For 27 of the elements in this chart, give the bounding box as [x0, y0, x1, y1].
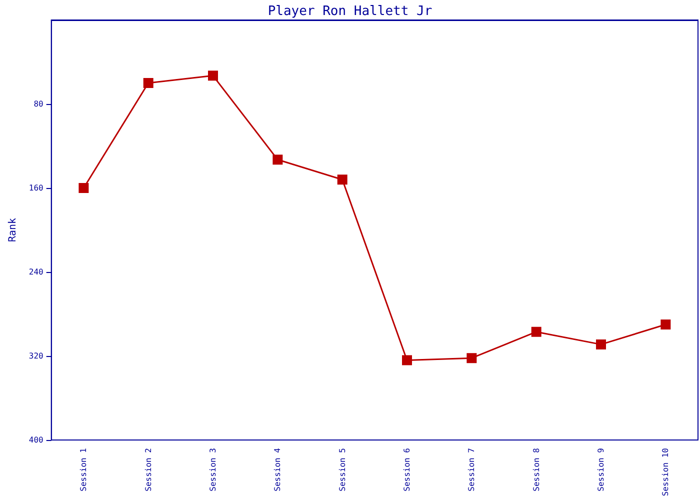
point [208, 70, 218, 81]
point [272, 154, 283, 165]
y-axis-title: Rank [8, 218, 18, 242]
point [143, 78, 154, 88]
y-tick-label: 80 [34, 100, 44, 108]
point [466, 353, 477, 364]
chart-title: Player Ron Hallett Jr [268, 4, 432, 19]
point [337, 174, 348, 185]
y-tick-label: 320 [28, 352, 44, 360]
y-tick-label: 240 [28, 268, 44, 276]
x-tick-label: Session 2 [144, 448, 153, 492]
point [596, 339, 606, 350]
x-tick-label: Session 6 [402, 448, 412, 492]
point [531, 326, 542, 337]
y-tick-label: 160 [28, 184, 44, 192]
x-tick-label: Session 1 [79, 448, 88, 492]
y-tick-label: 400 [28, 436, 44, 444]
point [78, 183, 89, 193]
x-tick-label: Session 5 [338, 448, 347, 492]
x-tick-label: Session 4 [273, 448, 282, 492]
x-tick-label: Session 7 [467, 448, 476, 492]
point [402, 355, 412, 366]
x-tick-label: Session 10 [661, 448, 670, 496]
point [660, 320, 671, 330]
x-tick-label: Session 8 [532, 448, 541, 492]
x-tick-label: Session 3 [208, 448, 218, 492]
x-tick-label: Session 9 [596, 448, 606, 492]
